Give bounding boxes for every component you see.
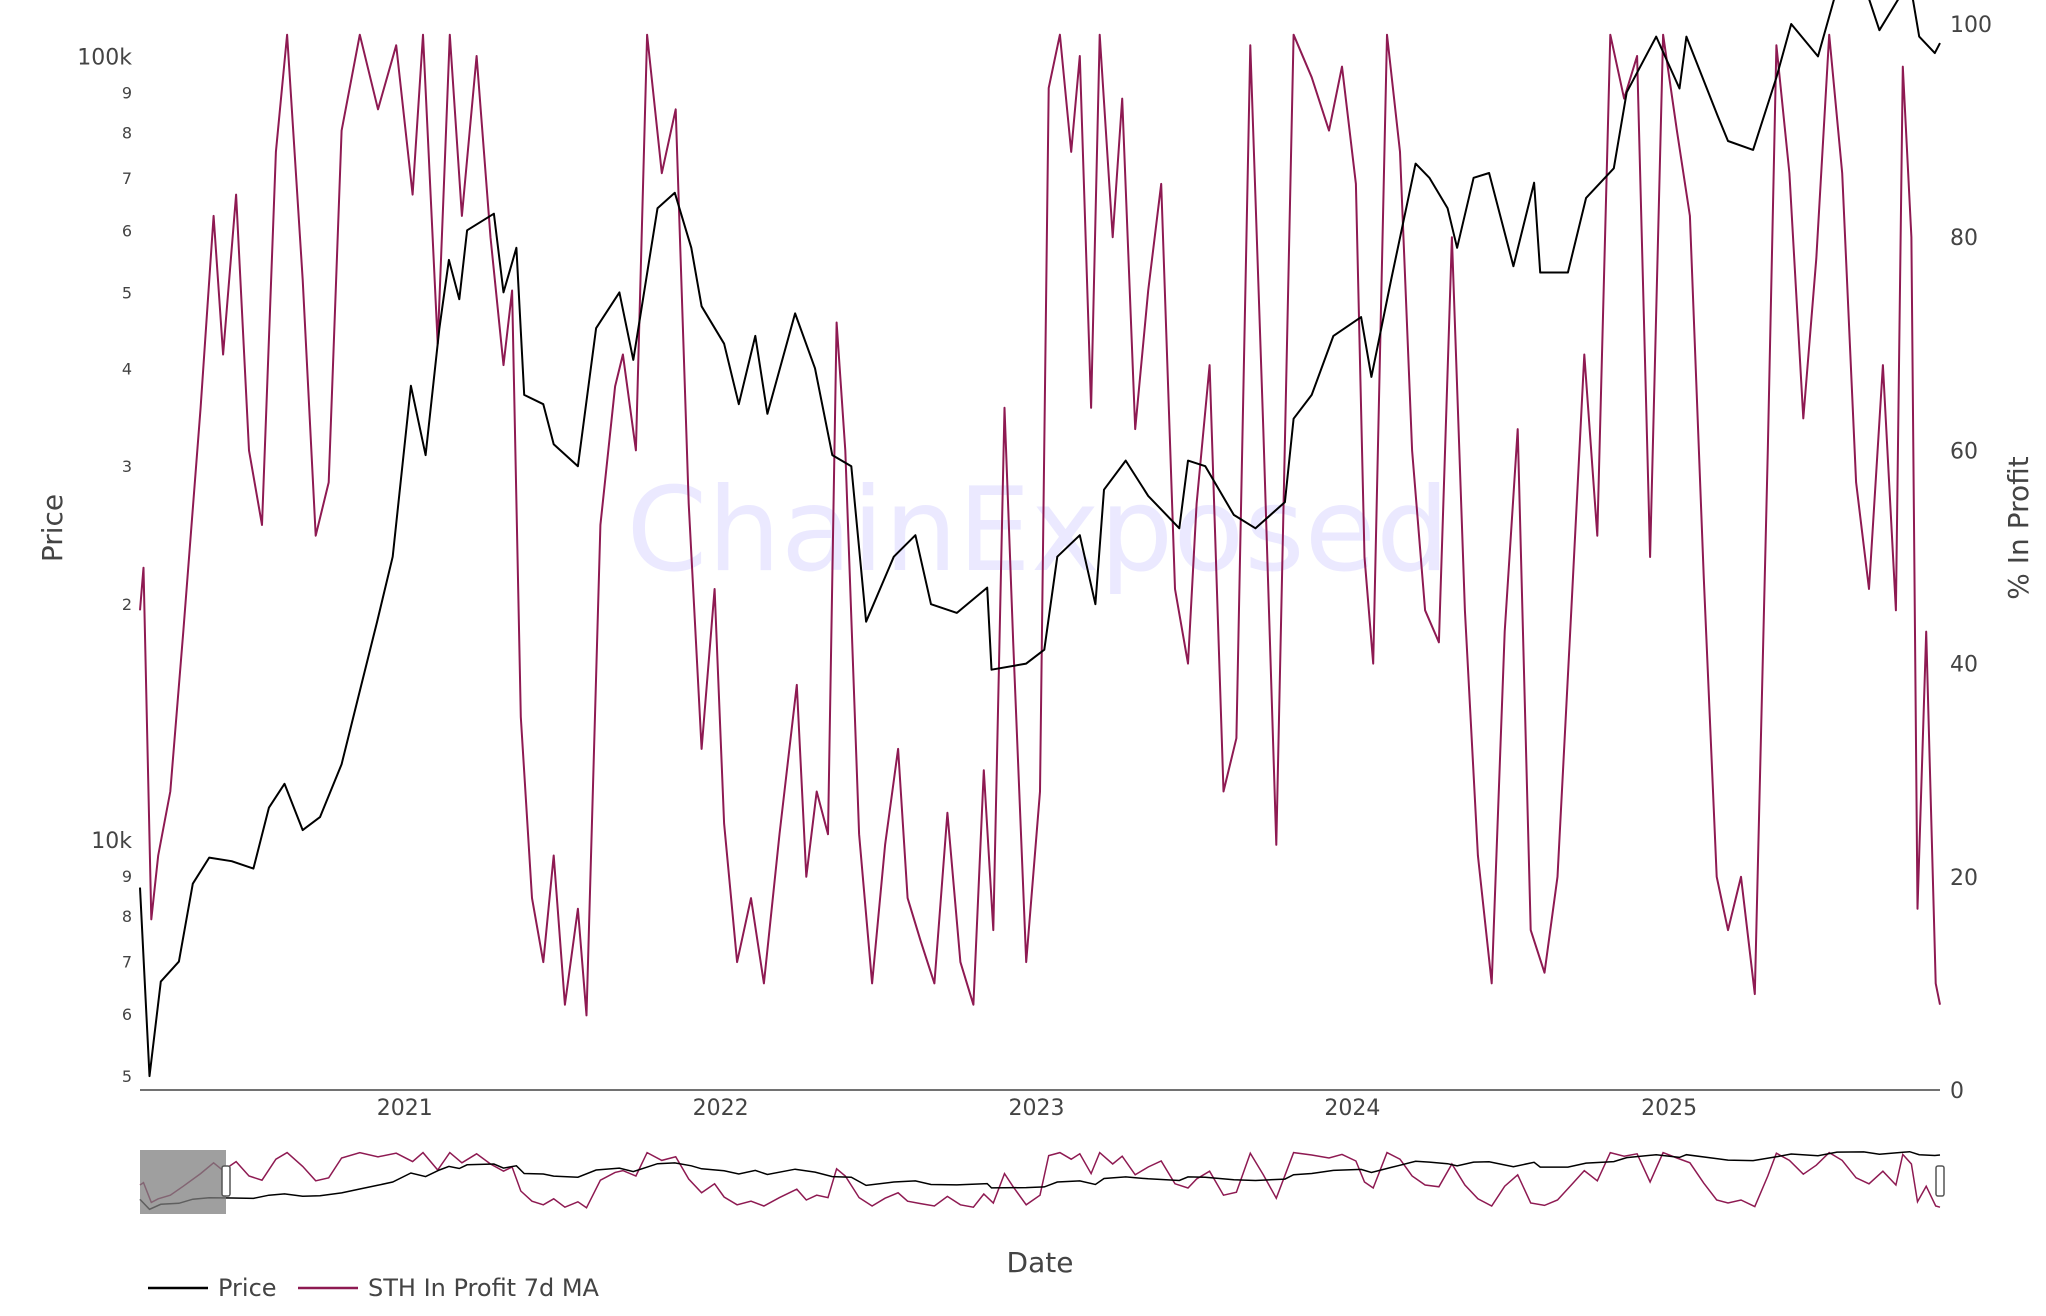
y-right-tick-label: 80 xyxy=(1950,226,1978,251)
x-tick-label: 2023 xyxy=(1009,1096,1065,1121)
legend-item-price[interactable]: Price xyxy=(148,1274,277,1302)
x-axis-title: Date xyxy=(1007,1246,1074,1279)
legend-item-sth-in-profit[interactable]: STH In Profit 7d MA xyxy=(298,1274,600,1302)
y-left-minor-tick-label: 7 xyxy=(122,953,132,972)
range-slider-sth-line xyxy=(139,1151,1941,1209)
series-line-sth-in-profit xyxy=(139,33,1941,1017)
plot-area[interactable] xyxy=(139,0,1941,1078)
y-left-minor-tick-label: 6 xyxy=(122,1005,132,1024)
series-line-price xyxy=(139,0,1941,1078)
y-left-minor-tick-label: 9 xyxy=(122,83,132,102)
y-left-minor-tick-label: 7 xyxy=(122,169,132,188)
y-axis-right-ticks: 0 20 40 60 80 100 xyxy=(1950,13,1992,1104)
y-left-minor-tick-label: 3 xyxy=(122,457,132,476)
y-axis-left-ticks: 10k 100k 5 6 7 8 9 2 3 4 5 6 7 8 9 xyxy=(77,45,132,1086)
range-slider-left-handle[interactable] xyxy=(221,1165,231,1197)
watermark: ChainExposed xyxy=(626,463,1449,598)
y-right-tick-label: 40 xyxy=(1950,653,1978,678)
x-axis-ticks: 2021 2022 2023 2024 2025 xyxy=(377,1096,1697,1121)
range-slider-price-line xyxy=(139,1150,1941,1211)
y-axis-right-title: % In Profit xyxy=(2002,456,2035,599)
y-left-minor-tick-label: 5 xyxy=(122,283,132,302)
y-right-tick-label: 100 xyxy=(1950,13,1992,38)
y-axis-left-title: Price xyxy=(36,494,69,562)
x-tick-label: 2021 xyxy=(377,1096,433,1121)
y-left-minor-tick-label: 5 xyxy=(122,1067,132,1086)
legend[interactable]: Price STH In Profit 7d MA xyxy=(148,1274,600,1302)
y-left-tick-label: 10k xyxy=(91,829,132,854)
range-slider-right-handle[interactable] xyxy=(1935,1165,1945,1197)
y-left-minor-tick-label: 8 xyxy=(122,123,132,142)
legend-label-sth-in-profit: STH In Profit 7d MA xyxy=(368,1274,600,1302)
y-left-minor-tick-label: 9 xyxy=(122,867,132,886)
x-tick-label: 2025 xyxy=(1641,1096,1697,1121)
y-right-tick-label: 60 xyxy=(1950,439,1978,464)
x-tick-label: 2022 xyxy=(693,1096,749,1121)
y-left-tick-label: 100k xyxy=(77,45,132,70)
y-right-tick-label: 0 xyxy=(1950,1079,1964,1104)
y-left-minor-tick-label: 4 xyxy=(122,359,132,378)
y-left-minor-tick-label: 2 xyxy=(122,595,132,614)
range-slider[interactable] xyxy=(139,1150,1945,1214)
y-right-tick-label: 20 xyxy=(1950,866,1978,891)
range-slider-selection-shade[interactable] xyxy=(140,1150,226,1214)
x-tick-label: 2024 xyxy=(1324,1096,1380,1121)
y-left-minor-tick-label: 6 xyxy=(122,221,132,240)
legend-label-price: Price xyxy=(218,1274,277,1302)
y-left-minor-tick-label: 8 xyxy=(122,907,132,926)
